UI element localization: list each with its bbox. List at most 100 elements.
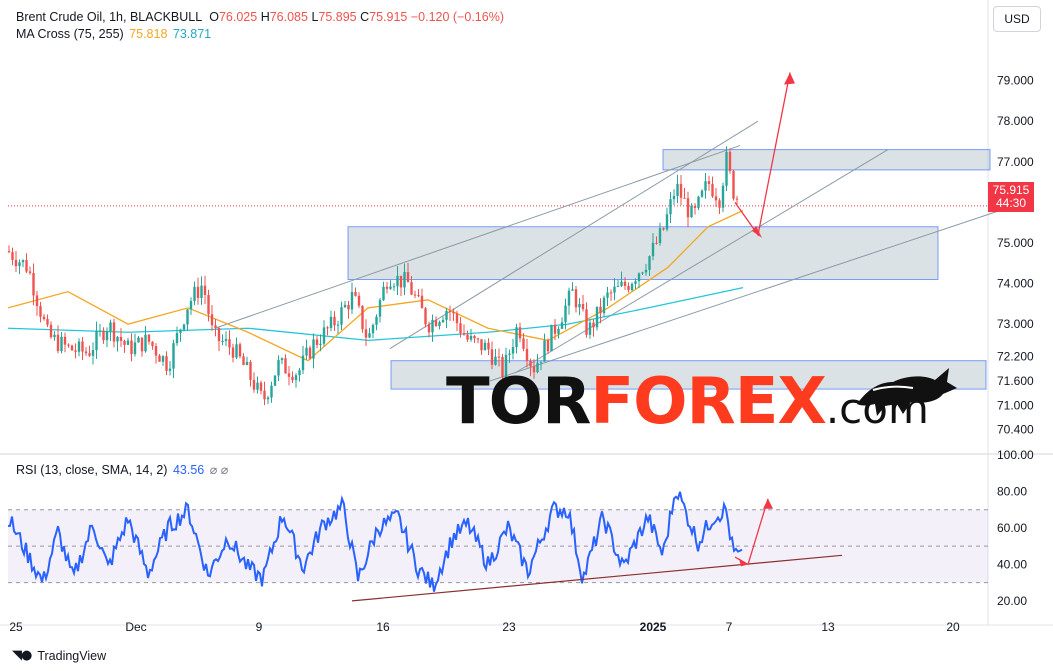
candle-body <box>168 368 172 371</box>
candle-body <box>224 339 228 342</box>
candle-body <box>651 242 655 257</box>
candle-body <box>357 295 361 306</box>
candle-body <box>445 310 448 320</box>
high-value: 76.085 <box>269 10 308 24</box>
candle-body <box>385 286 389 289</box>
rsi-axis-tick-2: 60.00 <box>997 521 1027 535</box>
candle-body <box>420 295 424 309</box>
candle-body <box>424 308 427 325</box>
candle-body <box>683 197 686 199</box>
candle-body <box>158 355 161 362</box>
candle-body <box>123 340 126 345</box>
candle-body <box>501 356 504 378</box>
candle-body <box>301 355 305 371</box>
candle-body <box>462 333 466 335</box>
candle-body <box>196 286 200 299</box>
candle-body <box>595 306 599 328</box>
rsi-label: RSI (13, close, SMA, 14, 2) <box>16 463 168 477</box>
candle-body <box>39 306 42 317</box>
candle-body <box>18 262 21 267</box>
candle-body <box>95 330 98 351</box>
candle-body <box>539 361 543 363</box>
candle-body <box>648 256 651 270</box>
candle-body <box>483 342 487 351</box>
candle-body <box>315 339 319 345</box>
candle-body <box>14 259 18 267</box>
candle-body <box>126 340 130 345</box>
torforex-watermark: TORFOREX.com <box>446 362 957 442</box>
candle-body <box>732 170 735 199</box>
price-axis-tick-5: 73.000 <box>997 317 1034 331</box>
candle-body <box>193 286 196 302</box>
candle-body <box>599 306 602 314</box>
candle-body <box>186 309 189 325</box>
candle-body <box>511 347 515 354</box>
candle-body <box>266 397 270 400</box>
rsi-visibility-icons[interactable]: ⌀ ⌀ <box>209 463 229 477</box>
candle-body <box>585 309 588 335</box>
candle-body <box>655 242 658 244</box>
candle-body <box>329 316 333 329</box>
ma-slow-value: 73.871 <box>172 27 212 41</box>
candle-body <box>490 349 494 365</box>
candle-body <box>182 324 186 330</box>
candle-body <box>637 273 641 282</box>
time-axis-tick-2: 9 <box>256 620 263 634</box>
candle-body <box>172 343 175 369</box>
candle-body <box>231 347 235 358</box>
candle-body <box>263 390 266 400</box>
candle-body <box>469 335 473 340</box>
candle-body <box>116 336 119 342</box>
candle-body <box>476 338 480 340</box>
close-value: 75.915 <box>369 10 408 24</box>
price-axis-tick-7: 71.600 <box>997 374 1034 388</box>
change-value: −0.120 (−0.16%) <box>410 10 504 24</box>
candle-body <box>669 199 672 215</box>
candle-body <box>634 281 637 284</box>
time-axis-tick-4: 23 <box>502 620 516 634</box>
ma-label: MA Cross (75, 255) <box>16 27 124 41</box>
candle-body <box>319 343 322 345</box>
candle-body <box>305 347 308 356</box>
candle-body <box>522 338 525 349</box>
candle-body <box>140 337 144 352</box>
candle-body <box>7 251 11 253</box>
currency-button[interactable]: USD <box>993 6 1041 32</box>
candle-body <box>644 269 648 273</box>
tradingview-footer[interactable]: ◥● TradingView <box>12 648 106 663</box>
candle-body <box>459 323 462 334</box>
candle-body <box>553 324 557 334</box>
tradingview-brand: TradingView <box>37 648 107 663</box>
candle-body <box>392 286 396 288</box>
time-axis-tick-8: 20 <box>946 620 960 634</box>
candle-body <box>480 339 483 351</box>
rsi-axis-tick-1: 80.00 <box>997 484 1027 498</box>
candle-body <box>298 370 301 376</box>
candle-body <box>672 195 676 200</box>
low-value: 75.895 <box>318 10 357 24</box>
candle-body <box>210 314 214 326</box>
candle-body <box>350 292 354 310</box>
candle-body <box>725 151 728 186</box>
candle-body <box>431 319 434 333</box>
candle-body <box>161 356 165 362</box>
time-axis-tick-6: 7 <box>726 620 733 634</box>
candle-body <box>49 324 53 338</box>
candle-body <box>67 344 70 346</box>
ma-fast-value: 75.818 <box>129 27 168 41</box>
candle-body <box>658 228 662 244</box>
candle-body <box>676 183 679 196</box>
candle-body <box>557 328 560 334</box>
candle-body <box>46 319 49 325</box>
candle-body <box>256 382 259 390</box>
candle-body <box>721 185 725 208</box>
ma-fast-line <box>7 209 744 362</box>
candle-body <box>728 151 732 171</box>
candle-body <box>84 351 88 354</box>
candle-body <box>228 339 231 348</box>
candle-body <box>679 183 683 198</box>
price-axis-tick-0: 79.000 <box>997 74 1034 88</box>
time-axis-tick-7: 13 <box>821 620 835 634</box>
candle-body <box>322 327 326 344</box>
